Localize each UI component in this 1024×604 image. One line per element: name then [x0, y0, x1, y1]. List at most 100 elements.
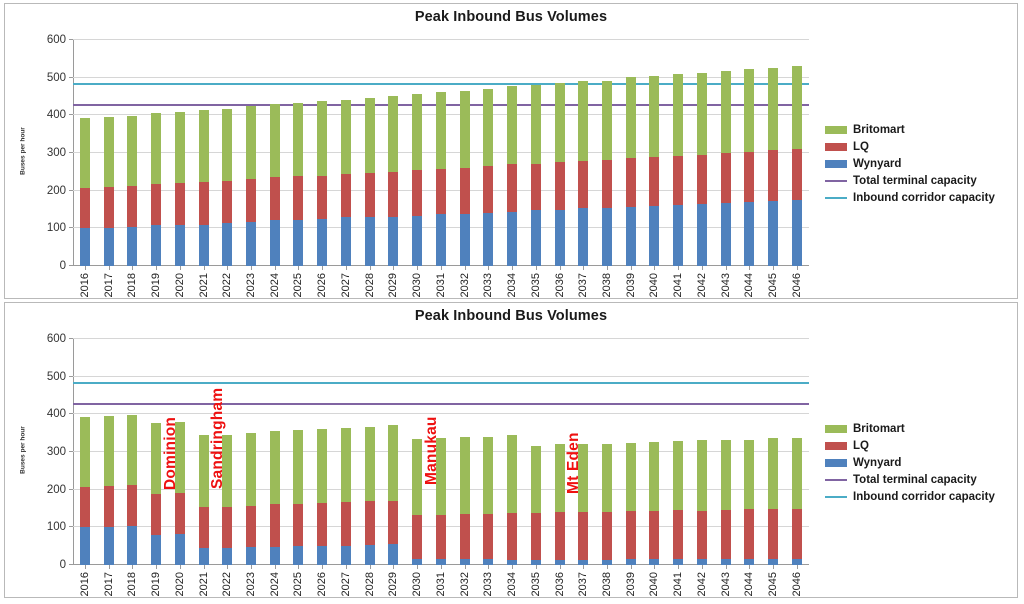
- bar-column[interactable]: 2024: [263, 339, 287, 596]
- stacked-bar[interactable]: [768, 67, 779, 266]
- bar-segment-lq[interactable]: [720, 153, 731, 204]
- stacked-bar[interactable]: [768, 438, 779, 565]
- bar-segment-wynyard[interactable]: [744, 201, 755, 266]
- bar-segment-lq[interactable]: [578, 511, 589, 560]
- bar-segment-lq[interactable]: [174, 183, 185, 225]
- bar-segment-wynyard[interactable]: [459, 214, 470, 266]
- legend-item-britomart[interactable]: Britomart: [825, 421, 1015, 437]
- stacked-bar[interactable]: [293, 429, 304, 565]
- bar-segment-britomart[interactable]: [649, 75, 660, 157]
- bar-column[interactable]: 2035: [524, 40, 548, 297]
- bar-segment-britomart[interactable]: [269, 103, 280, 178]
- stacked-bar[interactable]: [602, 80, 613, 266]
- bar-segment-wynyard[interactable]: [317, 218, 328, 266]
- bar-segment-wynyard[interactable]: [269, 546, 280, 565]
- bar-segment-lq[interactable]: [317, 502, 328, 546]
- bar-column[interactable]: 2033: [476, 339, 500, 596]
- bar-segment-britomart[interactable]: [530, 85, 541, 164]
- bar-segment-britomart[interactable]: [198, 435, 209, 508]
- bar-column[interactable]: 2040: [643, 339, 667, 596]
- bar-column[interactable]: 2020 Dominion: [162, 339, 192, 596]
- bar-segment-lq[interactable]: [696, 510, 707, 559]
- stacked-bar[interactable]: [388, 425, 399, 565]
- stacked-bar[interactable]: [720, 439, 731, 565]
- bar-column[interactable]: 2031 Manukau: [423, 339, 453, 596]
- stacked-bar[interactable]: [507, 435, 518, 565]
- legend-item-total-terminal-capacity[interactable]: Total terminal capacity: [825, 472, 1015, 488]
- stacked-bar[interactable]: [246, 433, 256, 565]
- bar-segment-wynyard[interactable]: [554, 209, 565, 266]
- legend-item-inbound-corridor-capacity[interactable]: Inbound corridor capacity: [825, 489, 1015, 505]
- bar-segment-britomart[interactable]: [246, 433, 256, 506]
- bar-segment-lq[interactable]: [79, 187, 90, 228]
- bar-segment-lq[interactable]: [744, 151, 755, 202]
- bar-segment-lq[interactable]: [696, 154, 707, 205]
- bar-segment-wynyard[interactable]: [435, 559, 446, 565]
- bar-segment-wynyard[interactable]: [269, 220, 280, 266]
- bar-column[interactable]: 2036: [548, 40, 572, 297]
- stacked-bar[interactable]: [530, 445, 541, 565]
- bar-column[interactable]: 2023: [239, 40, 263, 297]
- bar-segment-wynyard[interactable]: [696, 204, 707, 266]
- bar-segment-lq[interactable]: [317, 175, 328, 219]
- bar-segment-britomart[interactable]: [293, 429, 304, 504]
- bar-segment-britomart[interactable]: [127, 414, 138, 485]
- stacked-bar[interactable]: [246, 105, 256, 266]
- bar-column[interactable]: 2026: [310, 40, 334, 297]
- bar-segment-lq[interactable]: [768, 150, 779, 202]
- bar-segment-lq[interactable]: [435, 169, 446, 215]
- bar-segment-wynyard[interactable]: [79, 526, 90, 565]
- bar-column[interactable]: 2027: [334, 339, 358, 596]
- bar-segment-wynyard[interactable]: [127, 525, 138, 565]
- stacked-bar[interactable]: [364, 98, 375, 266]
- bar-column[interactable]: 2021: [192, 339, 216, 596]
- bar-segment-wynyard[interactable]: [507, 559, 518, 565]
- bar-segment-britomart[interactable]: [151, 423, 162, 494]
- stacked-bar[interactable]: [340, 99, 351, 266]
- bar-segment-britomart[interactable]: [625, 442, 636, 512]
- bar-segment-lq[interactable]: [246, 505, 256, 547]
- bar-segment-lq[interactable]: [127, 186, 138, 228]
- bar-segment-britomart[interactable]: [174, 421, 185, 493]
- bar-segment-britomart[interactable]: [554, 444, 565, 512]
- stacked-bar[interactable]: [578, 444, 589, 565]
- bar-segment-britomart[interactable]: [744, 69, 755, 152]
- bar-column[interactable]: 2045: [761, 40, 785, 297]
- bar-segment-wynyard[interactable]: [151, 534, 162, 565]
- stacked-bar[interactable]: [388, 95, 399, 266]
- bar-column[interactable]: 2021: [192, 40, 216, 297]
- bar-segment-wynyard[interactable]: [696, 558, 707, 565]
- bar-segment-wynyard[interactable]: [198, 548, 209, 565]
- bar-segment-wynyard[interactable]: [791, 558, 802, 565]
- bar-segment-britomart[interactable]: [673, 73, 684, 156]
- bar-column[interactable]: 2028: [358, 40, 382, 297]
- bar-column[interactable]: 2017: [97, 339, 121, 596]
- stacked-bar[interactable]: [720, 71, 731, 266]
- bar-segment-britomart[interactable]: [79, 118, 90, 188]
- stacked-bar[interactable]: [507, 85, 518, 266]
- stacked-bar[interactable]: [602, 444, 613, 565]
- bar-segment-britomart[interactable]: [174, 111, 185, 184]
- bar-segment-wynyard[interactable]: [340, 545, 351, 565]
- bar-segment-wynyard[interactable]: [246, 221, 256, 266]
- bar-segment-britomart[interactable]: [459, 90, 470, 168]
- bar-column[interactable]: 2020: [168, 40, 192, 297]
- bar-column[interactable]: 2032: [453, 339, 477, 596]
- bar-column[interactable]: 2030: [405, 40, 429, 297]
- bar-segment-lq[interactable]: [412, 169, 423, 216]
- stacked-bar[interactable]: [554, 444, 565, 565]
- bar-segment-wynyard[interactable]: [649, 559, 660, 565]
- bar-column[interactable]: 2029: [382, 40, 406, 297]
- bar-segment-lq[interactable]: [174, 492, 185, 534]
- stacked-bar[interactable]: [673, 441, 684, 565]
- bar-segment-lq[interactable]: [673, 510, 684, 559]
- bar-segment-wynyard[interactable]: [483, 212, 494, 266]
- bar-segment-lq[interactable]: [198, 182, 209, 225]
- bar-segment-wynyard[interactable]: [317, 545, 328, 565]
- bar-segment-wynyard[interactable]: [673, 205, 684, 266]
- bar-segment-lq[interactable]: [673, 155, 684, 206]
- bar-segment-wynyard[interactable]: [625, 559, 636, 565]
- bar-segment-wynyard[interactable]: [340, 217, 351, 266]
- bar-segment-britomart[interactable]: [79, 417, 90, 488]
- stacked-bar[interactable]: [151, 113, 162, 266]
